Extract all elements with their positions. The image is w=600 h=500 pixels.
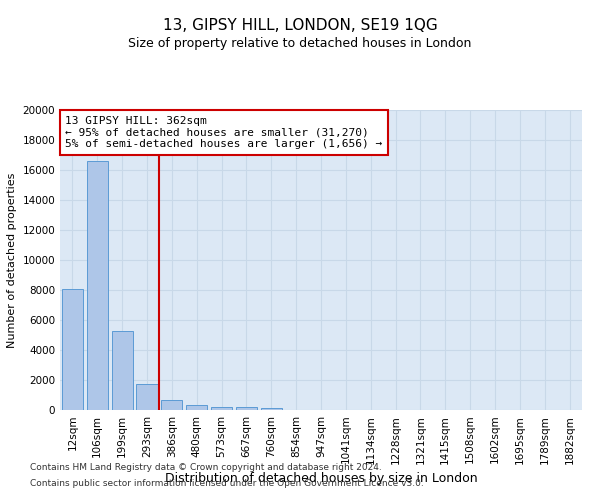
Bar — [161, 400, 182, 410]
Text: 13, GIPSY HILL, LONDON, SE19 1QG: 13, GIPSY HILL, LONDON, SE19 1QG — [163, 18, 437, 32]
Bar — [211, 407, 232, 410]
X-axis label: Distribution of detached houses by size in London: Distribution of detached houses by size … — [164, 472, 478, 485]
Text: 13 GIPSY HILL: 362sqm
← 95% of detached houses are smaller (31,270)
5% of semi-d: 13 GIPSY HILL: 362sqm ← 95% of detached … — [65, 116, 382, 149]
Text: Size of property relative to detached houses in London: Size of property relative to detached ho… — [128, 38, 472, 51]
Bar — [236, 408, 257, 410]
Text: Contains public sector information licensed under the Open Government Licence v3: Contains public sector information licen… — [30, 478, 424, 488]
Bar — [261, 408, 282, 410]
Y-axis label: Number of detached properties: Number of detached properties — [7, 172, 17, 348]
Bar — [186, 406, 207, 410]
Bar — [62, 289, 83, 410]
Text: Contains HM Land Registry data © Crown copyright and database right 2024.: Contains HM Land Registry data © Crown c… — [30, 464, 382, 472]
Bar — [136, 384, 158, 410]
Bar — [87, 160, 108, 410]
Bar — [112, 330, 133, 410]
